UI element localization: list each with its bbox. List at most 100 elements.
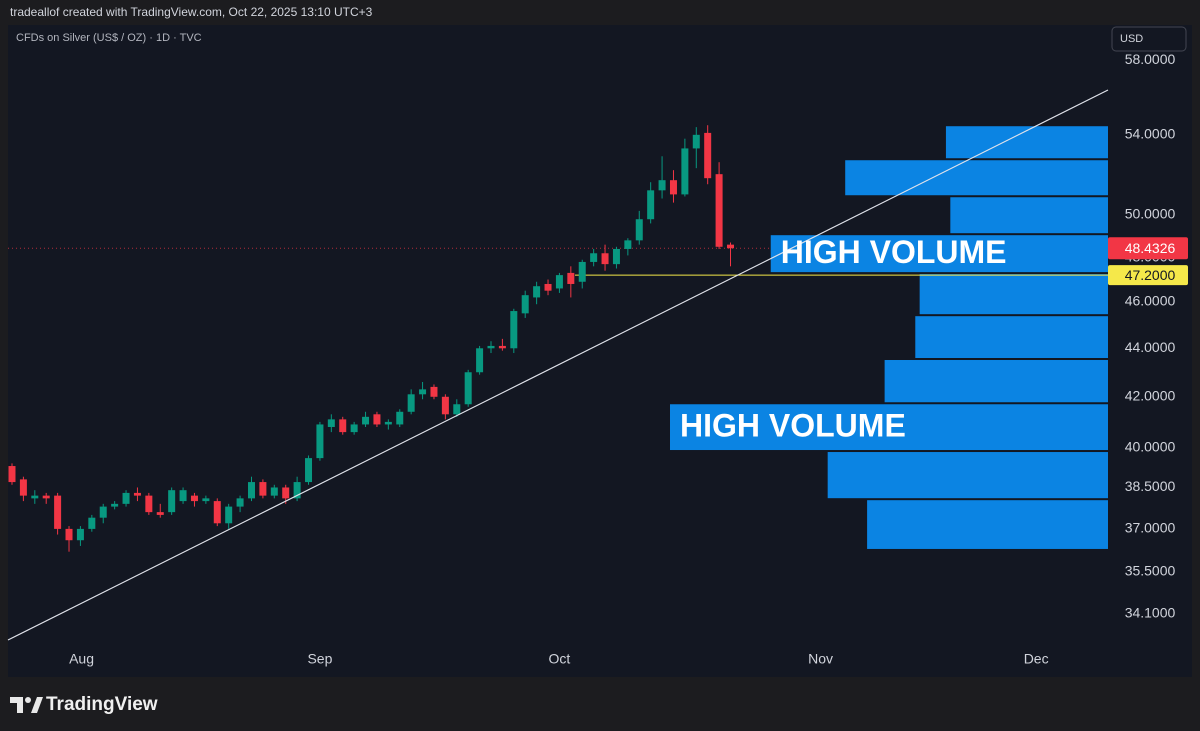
- volume-bar: [884, 360, 1108, 403]
- x-tick-label: Dec: [1024, 651, 1049, 667]
- x-tick-label: Aug: [69, 651, 94, 667]
- level-label: 47.2000: [1125, 267, 1176, 283]
- candle-body: [647, 190, 655, 220]
- x-tick-label: Nov: [808, 651, 833, 667]
- candle-body: [236, 498, 244, 507]
- volume-bar: [945, 126, 1108, 159]
- candle-body: [476, 348, 484, 373]
- last-price-badge: [1108, 237, 1188, 260]
- candle-body: [88, 517, 96, 529]
- candle-body: [510, 311, 518, 349]
- candle-body: [54, 495, 62, 529]
- symbol-title: CFDs on Silver (US$ / OZ) · 1D · TVC: [16, 32, 202, 44]
- candle-body: [521, 295, 529, 314]
- volume-bar: [770, 235, 1108, 273]
- volume-bar: [670, 404, 1108, 451]
- candle-body: [384, 421, 392, 425]
- logo-mark: [25, 697, 31, 703]
- y-tick-label: 34.1000: [1125, 605, 1176, 621]
- candle-body: [590, 253, 598, 262]
- currency-button[interactable]: [1111, 26, 1187, 52]
- y-tick-label: 42.0000: [1125, 387, 1176, 403]
- candle-body: [681, 148, 689, 195]
- candle-body: [31, 495, 39, 499]
- candle-body: [544, 283, 552, 291]
- plot: [8, 125, 1108, 552]
- y-tick-label: 40.0000: [1125, 438, 1176, 454]
- candle-body: [726, 244, 734, 249]
- candle-body: [76, 528, 84, 541]
- candle-body: [305, 458, 313, 483]
- candle-body: [669, 180, 677, 195]
- candle-body: [373, 414, 381, 425]
- candle-body: [168, 490, 176, 513]
- y-tick-label: 50.0000: [1125, 206, 1176, 222]
- candle-body: [225, 506, 233, 524]
- candle-body: [8, 466, 16, 483]
- candle-body: [179, 490, 187, 502]
- candle-body: [190, 495, 198, 502]
- volume-bar: [867, 500, 1108, 549]
- candle-body: [704, 132, 712, 179]
- header: tradeallof created with TradingView.com,…: [10, 5, 373, 19]
- candle-body: [635, 219, 643, 241]
- candle-body: [498, 345, 506, 349]
- candle-body: [407, 394, 415, 412]
- candle-body: [213, 501, 221, 524]
- trend-line: [7, 89, 1109, 641]
- y-tick-label: 46.0000: [1125, 293, 1176, 309]
- candle-body: [156, 512, 164, 515]
- candle-body: [282, 487, 290, 499]
- candle-body: [464, 372, 472, 405]
- last-price-label: 48.4326: [1125, 240, 1176, 256]
- candle-body: [692, 134, 700, 149]
- candle-body: [145, 495, 153, 513]
- annotation: HIGH VOLUME: [781, 234, 1007, 270]
- y-tick-label: 54.0000: [1125, 126, 1176, 142]
- level-badge: [1108, 265, 1188, 286]
- candle-body: [612, 248, 620, 265]
- candle-body: [601, 253, 609, 265]
- y-tick-label: 38.5000: [1125, 478, 1176, 494]
- x-tick-label: Sep: [307, 651, 332, 667]
- candle-body: [293, 482, 301, 499]
- volume-bar: [915, 316, 1108, 359]
- candle-body: [327, 419, 335, 427]
- candle-body: [430, 386, 438, 397]
- candle-body: [133, 492, 141, 496]
- candle-body: [396, 411, 404, 425]
- candle-body: [555, 275, 563, 289]
- candle-body: [624, 240, 632, 249]
- candle-body: [578, 261, 586, 282]
- candle-body: [202, 498, 210, 502]
- y-tick-label: 37.0000: [1125, 520, 1176, 536]
- candle-body: [487, 345, 495, 349]
- annotation: HIGH VOLUME: [680, 408, 906, 444]
- candle-body: [99, 506, 107, 518]
- candle-body: [362, 416, 370, 425]
- volume-bar: [919, 274, 1108, 315]
- candle-body: [350, 424, 358, 433]
- candle-body: [111, 503, 119, 507]
- currency[interactable]: USD: [1120, 33, 1143, 45]
- overlay: 58.000054.000050.000048.000046.000044.00…: [69, 51, 1188, 667]
- volume-bar: [845, 160, 1108, 196]
- candle-body: [19, 479, 27, 496]
- candle-body: [339, 419, 347, 433]
- candle-body: [259, 482, 267, 496]
- candle-body: [247, 482, 255, 499]
- x-tick-label: Oct: [549, 651, 571, 667]
- brand: TradingView: [46, 694, 158, 715]
- candle-body: [122, 492, 130, 504]
- y-tick-label: 35.5000: [1125, 563, 1176, 579]
- candle-body: [658, 180, 666, 191]
- candle-body: [42, 495, 50, 499]
- y-tick-label: 44.0000: [1125, 339, 1176, 355]
- candle-body: [270, 487, 278, 496]
- candle-body: [533, 286, 541, 298]
- candle-body: [316, 424, 324, 459]
- y-tick-label: 58.0000: [1125, 51, 1176, 67]
- candle-body: [567, 272, 575, 284]
